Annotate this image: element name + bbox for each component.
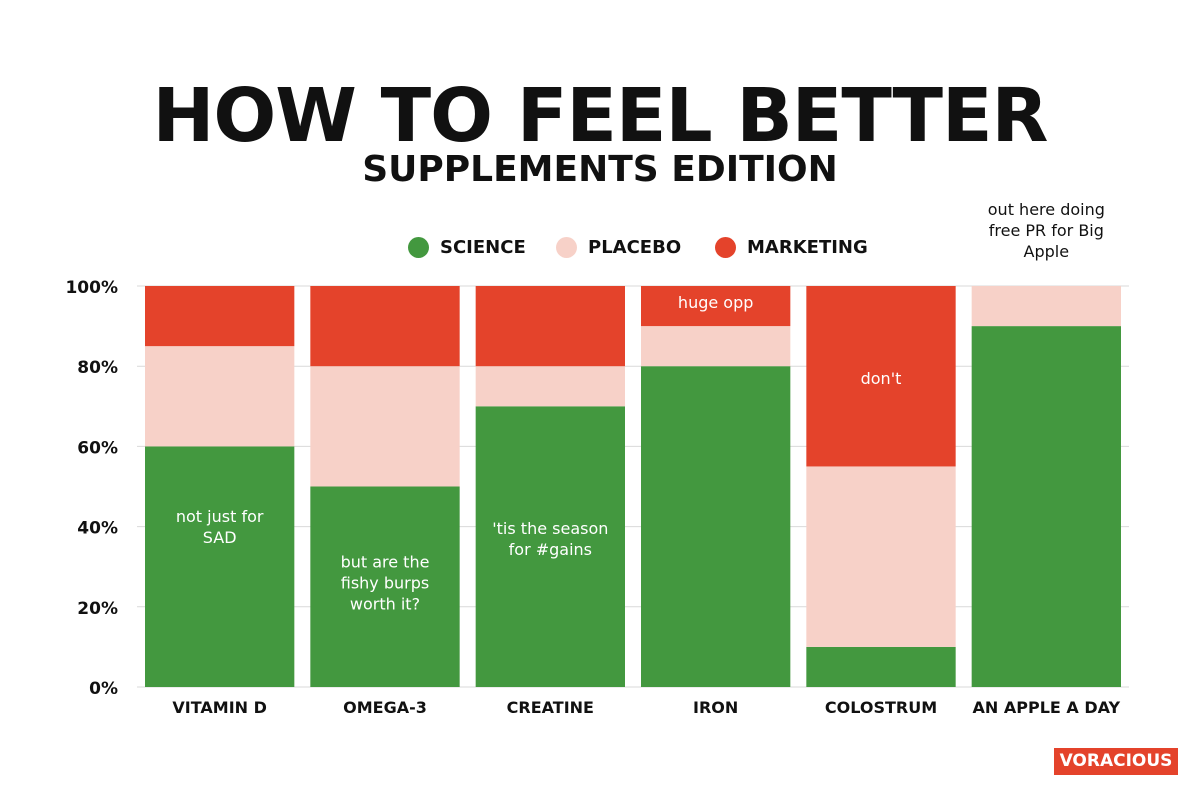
legend-label-placebo: PLACEBO: [588, 236, 682, 258]
bar-science: [145, 446, 295, 687]
bar-science: [475, 406, 625, 687]
annotation: don't: [861, 369, 902, 388]
annotation: out here doing free PR for Big Apple: [988, 200, 1105, 261]
legend-item-marketing: MARKETING: [715, 232, 868, 262]
annotation: 'tis the season for #gains: [492, 519, 608, 559]
y-tick-label: 100%: [65, 278, 118, 298]
bar-placebo: [806, 466, 956, 647]
bar-marketing: [310, 286, 460, 367]
x-tick-label: CREATINE: [507, 698, 594, 717]
legend: SCIENCE PLACEBO MARKETING: [0, 232, 1200, 262]
bar-science: [971, 326, 1121, 687]
y-tick-label: 60%: [77, 438, 118, 458]
legend-swatch-placebo: [556, 236, 577, 258]
x-tick-label: VITAMIN D: [172, 698, 267, 717]
bar-placebo: [641, 326, 791, 367]
legend-label-science: SCIENCE: [440, 236, 526, 258]
bar-science: [806, 646, 956, 687]
chart-subtitle: SUPPLEMENTS EDITION: [362, 149, 838, 190]
bar-marketing: [806, 286, 956, 467]
y-tick-label: 0%: [89, 679, 118, 699]
bar-marketing: [475, 286, 625, 367]
legend-item-placebo: PLACEBO: [556, 232, 681, 262]
y-tick-label: 80%: [77, 358, 118, 378]
bar-placebo: [145, 346, 295, 447]
legend-label-marketing: MARKETING: [747, 236, 868, 258]
y-tick-label: 40%: [77, 519, 118, 539]
chart-title: HOW TO FEEL BETTER: [152, 73, 1048, 159]
x-tick-label: COLOSTRUM: [825, 698, 937, 717]
x-tick-label: OMEGA-3: [343, 698, 427, 717]
bar-placebo: [310, 366, 460, 487]
x-tick-label: IRON: [693, 698, 738, 717]
legend-swatch-science: [408, 236, 429, 258]
x-tick-label: AN APPLE A DAY: [973, 698, 1121, 717]
brand-logo: VORACIOUS: [1054, 748, 1178, 775]
annotation: not just for SAD: [176, 507, 264, 547]
bar-science: [641, 366, 791, 687]
bar-marketing: [145, 286, 295, 347]
bar-placebo: [475, 366, 625, 407]
annotation: huge opp: [678, 293, 753, 312]
y-tick-label: 20%: [77, 599, 118, 619]
legend-swatch-marketing: [715, 236, 736, 258]
bar-science: [310, 486, 460, 687]
annotation: but are the fishy burps worth it?: [341, 553, 430, 614]
bar-placebo: [971, 286, 1121, 327]
legend-item-science: SCIENCE: [408, 232, 526, 262]
bar-marketing: [641, 286, 791, 327]
